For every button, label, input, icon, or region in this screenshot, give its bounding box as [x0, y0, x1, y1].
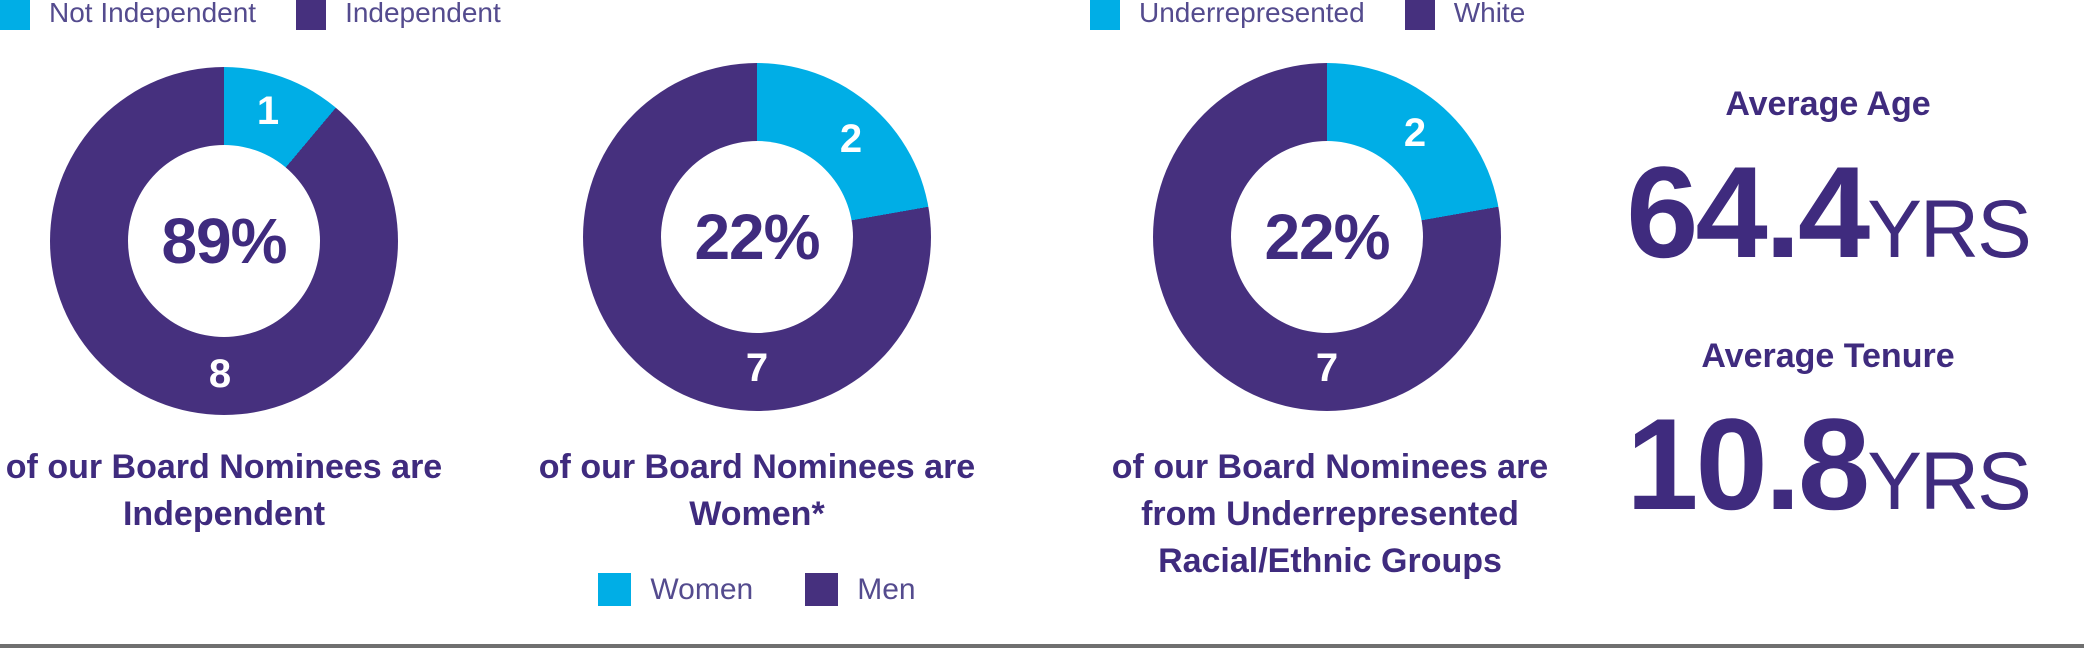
slice-label-not-independent: 1: [256, 89, 280, 133]
slice-label-women: 2: [839, 117, 863, 161]
average-age-unit: YRS: [1867, 184, 2032, 275]
legend-item-white: White: [1404, 0, 1526, 30]
donut-center-value-race: 22%: [1264, 201, 1390, 273]
legend-race: Underrepresented White: [1090, 0, 1525, 30]
legend-label-men: Men: [857, 573, 916, 606]
legend-label-women: Women: [650, 573, 754, 606]
donut-chart-independence: 1 8 89%: [50, 67, 398, 415]
legend-independence: Not Independent Independent: [0, 0, 501, 30]
legend-gender: Women Men: [517, 573, 997, 606]
purple-swatch-icon: [1404, 0, 1435, 30]
donut-hole: 22%: [661, 141, 853, 333]
slice-label-underrepresented: 2: [1403, 111, 1427, 155]
legend-item-women: Women: [598, 573, 753, 606]
legend-label-white: White: [1453, 0, 1526, 28]
slice-label-men: 7: [745, 346, 769, 390]
legend-item-not-independent: Not Independent: [0, 0, 256, 30]
cyan-swatch-icon: [598, 573, 632, 606]
legend-item-underrepresented: Underrepresented: [1090, 0, 1365, 30]
average-tenure-unit: YRS: [1867, 436, 2032, 527]
caption-race: of our Board Nominees are from Underrepr…: [1111, 448, 1549, 580]
purple-swatch-icon: [805, 573, 839, 606]
average-tenure-number: 10.8: [1626, 391, 1870, 537]
average-tenure-value: 10.8YRS: [1618, 399, 2038, 566]
purple-swatch-icon: [296, 0, 327, 30]
legend-item-independent: Independent: [296, 0, 501, 30]
caption-gender: of our Board Nominees are Women*: [538, 448, 976, 533]
average-age-number: 64.4: [1626, 139, 1870, 285]
donut-chart-race: 2 7 22%: [1153, 63, 1501, 411]
average-age-label: Average Age: [1725, 85, 1931, 123]
average-tenure-label: Average Tenure: [1701, 337, 1955, 375]
slice-label-white: 7: [1315, 346, 1339, 390]
slice-label-independent: 8: [208, 352, 232, 396]
donut-chart-gender: 2 7 22%: [583, 63, 931, 411]
legend-item-men: Men: [805, 573, 916, 606]
legend-label-not-independent: Not Independent: [49, 0, 257, 28]
legend-label-independent: Independent: [345, 0, 501, 28]
donut-center-value-independence: 89%: [161, 205, 287, 277]
bottom-divider: [0, 644, 2084, 648]
caption-independence: of our Board Nominees are Independent: [5, 448, 443, 533]
cyan-swatch-icon: [0, 0, 30, 30]
donut-hole: 89%: [128, 145, 320, 337]
legend-label-underrepresented: Underrepresented: [1139, 0, 1365, 28]
average-age-value: 64.4YRS: [1618, 147, 2038, 314]
board-stats-column: Average Age 64.4YRS Average Tenure 10.8Y…: [1618, 0, 2038, 655]
donut-center-value-gender: 22%: [694, 201, 820, 273]
cyan-swatch-icon: [1090, 0, 1120, 30]
donut-hole: 22%: [1231, 141, 1423, 333]
